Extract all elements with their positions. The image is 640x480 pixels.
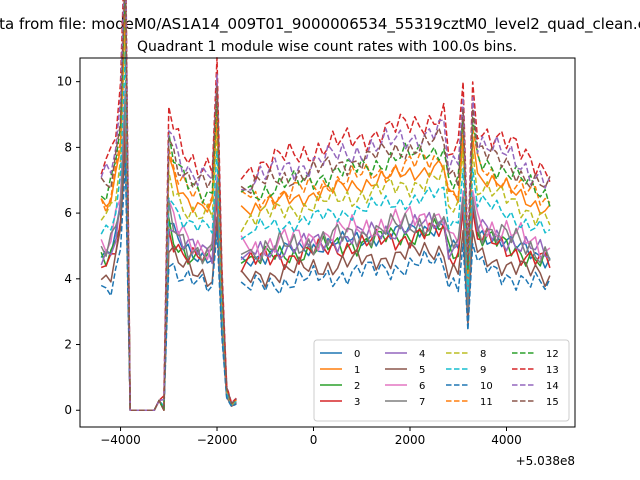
legend-label-12: 12 <box>546 349 559 360</box>
legend-label-10: 10 <box>480 381 493 392</box>
x-axis: −4000 −2000 0 2000 4000 <box>100 427 522 447</box>
y-tick-label: 10 <box>57 75 72 89</box>
series-line-7 <box>240 196 551 309</box>
series-line-15 <box>240 107 551 266</box>
x-offset-label: +5.038e8 <box>516 454 575 468</box>
y-axis: 0 2 4 6 8 10 <box>57 75 80 417</box>
series-line-15 <box>100 0 237 411</box>
legend-label-4: 4 <box>419 349 425 360</box>
legend-label-9: 9 <box>480 365 486 376</box>
legend-label-7: 7 <box>419 397 425 408</box>
legend-label-3: 3 <box>354 397 360 408</box>
x-tick-label: 4000 <box>491 433 522 447</box>
legend-label-6: 6 <box>419 381 425 392</box>
y-tick-label: 2 <box>64 338 72 352</box>
chart-title: Quadrant 1 module wise count rates with … <box>137 39 517 55</box>
legend-label-0: 0 <box>354 349 360 360</box>
x-tick-label: −4000 <box>100 433 141 447</box>
plot-frame <box>79 57 576 428</box>
legend-label-14: 14 <box>546 381 559 392</box>
y-tick-label: 6 <box>64 206 72 220</box>
series-line-8 <box>240 149 551 287</box>
series-line-6 <box>240 189 551 306</box>
series-line-11 <box>240 127 551 276</box>
y-tick-label: 8 <box>64 140 72 154</box>
series-line-9 <box>100 51 237 411</box>
legend-label-13: 13 <box>546 365 559 376</box>
legend-label-1: 1 <box>354 365 360 376</box>
series-line-5 <box>240 229 551 325</box>
x-tick-label: 0 <box>310 433 318 447</box>
x-tick-label: 2000 <box>395 433 426 447</box>
legend-label-11: 11 <box>480 397 493 408</box>
x-tick-label: −2000 <box>197 433 238 447</box>
series-line-9 <box>240 167 551 295</box>
figure-suptitle: Data from file: modeM0/AS1A14_009T01_900… <box>0 15 640 34</box>
legend-label-15: 15 <box>546 397 559 408</box>
y-tick-label: 4 <box>64 272 72 286</box>
series-layer <box>100 0 551 411</box>
legend-label-5: 5 <box>419 365 425 376</box>
legend-label-2: 2 <box>354 381 360 392</box>
series-line-1 <box>240 136 551 280</box>
series-line-10 <box>240 243 551 331</box>
legend-frame <box>313 339 570 422</box>
legend-label-8: 8 <box>480 349 486 360</box>
series-line-3 <box>240 209 551 315</box>
series-line-10 <box>100 163 237 411</box>
series-line-14 <box>241 96 551 261</box>
series-line-13 <box>240 81 551 253</box>
y-tick-label: 0 <box>64 403 72 417</box>
